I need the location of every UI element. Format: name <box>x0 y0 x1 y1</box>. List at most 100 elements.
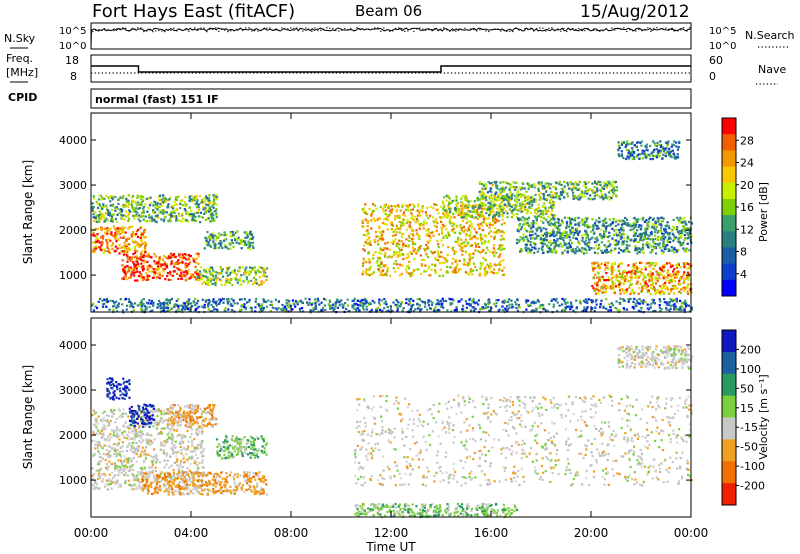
scatter-cell <box>591 218 594 221</box>
scatter-cell <box>249 306 252 309</box>
scatter-cell <box>321 309 324 312</box>
scatter-cell <box>417 203 420 206</box>
scatter-cell <box>610 277 614 280</box>
scatter-cell <box>584 190 587 193</box>
scatter-cell <box>623 237 626 240</box>
scatter-cell <box>552 202 555 206</box>
scatter-cell <box>244 271 248 274</box>
scatter-cell <box>512 305 515 309</box>
scatter-cell <box>626 247 629 250</box>
scatter-cell <box>229 271 232 274</box>
scatter-cell <box>215 279 218 282</box>
scatter-cell <box>532 241 535 244</box>
scatter-cell <box>572 197 575 200</box>
noise-search-point <box>590 30 592 32</box>
scatter-cell <box>542 227 545 230</box>
scatter-cell <box>365 234 368 237</box>
scatter-cell <box>580 250 583 253</box>
scatter-cell <box>144 203 147 206</box>
scatter-cell <box>224 283 227 286</box>
scatter-cell <box>572 182 575 186</box>
scatter-cell <box>141 233 144 236</box>
scatter-cell <box>170 307 173 310</box>
scatter-cell <box>208 268 211 271</box>
scatter-cell <box>184 209 187 212</box>
scatter-cell <box>100 228 103 232</box>
scatter-cell <box>500 201 503 204</box>
scatter-cell <box>463 241 466 244</box>
scatter-cell <box>172 207 175 210</box>
scatter-cell <box>454 231 457 234</box>
scatter-cell <box>351 299 354 303</box>
noise-search-point <box>575 28 577 30</box>
scatter-cell <box>363 259 366 262</box>
scatter-cell <box>153 260 156 263</box>
scatter-cell <box>197 208 201 211</box>
noise-search-point <box>620 28 622 31</box>
scatter-cell <box>156 206 159 209</box>
scatter-cell <box>186 265 189 268</box>
scatter-cell <box>559 232 562 235</box>
scatter-cell <box>105 212 108 215</box>
scatter-cell <box>583 247 586 250</box>
scatter-cell <box>135 230 139 233</box>
scatter-cell <box>134 263 137 266</box>
scatter-cell <box>254 270 257 273</box>
scatter-cell <box>526 209 529 212</box>
scatter-cell <box>566 181 569 184</box>
scatter-cell <box>529 251 532 254</box>
scatter-cell <box>187 299 190 302</box>
noise-search-point <box>218 30 220 32</box>
scatter-cell <box>621 226 624 229</box>
noise-search-point <box>527 28 529 31</box>
scatter-cell <box>139 245 142 248</box>
noise-search-point <box>551 27 553 29</box>
scatter-cell <box>481 221 484 224</box>
scatter-cell <box>658 274 661 277</box>
scatter-cell <box>115 206 119 209</box>
noise-search-point <box>563 27 565 30</box>
scatter-cell <box>668 147 671 150</box>
scatter-cell <box>186 213 190 216</box>
scatter-cell <box>210 245 213 248</box>
scatter-cell <box>488 221 491 224</box>
scatter-cell <box>411 229 414 232</box>
scatter-cell <box>196 273 199 276</box>
scatter-cell <box>617 265 620 268</box>
scatter-cell <box>617 223 620 226</box>
scatter-cell <box>207 199 210 202</box>
scatter-cell <box>569 239 572 242</box>
scatter-cell <box>301 301 304 304</box>
scatter-cell <box>640 238 643 241</box>
scatter-cell <box>107 196 110 199</box>
scatter-cell <box>192 214 195 217</box>
noise-search-point <box>227 31 229 33</box>
scatter-cell <box>667 237 670 240</box>
noise-search-point <box>191 28 193 31</box>
scatter-cell <box>687 275 690 278</box>
scatter-cell <box>410 217 413 220</box>
scatter-cell <box>146 210 149 213</box>
scatter-cell <box>224 244 227 247</box>
scatter-cell <box>447 231 450 234</box>
station-title: Fort Hays East (fitACF) <box>92 1 295 22</box>
scatter-cell <box>631 224 634 227</box>
noise-search-point <box>506 30 508 32</box>
scatter-cell <box>668 249 671 252</box>
scatter-cell <box>661 216 664 219</box>
scatter-cell <box>641 278 645 281</box>
scatter-cell <box>578 242 581 245</box>
scatter-cell <box>658 143 661 146</box>
scatter-cell <box>152 204 155 207</box>
scatter-cell <box>432 231 435 234</box>
noise-search-point <box>233 30 235 32</box>
scatter-cell <box>618 263 621 266</box>
scatter-cell <box>439 268 442 271</box>
scatter-cell <box>142 209 145 212</box>
scatter-cell <box>133 256 136 259</box>
scatter-cell <box>489 201 492 204</box>
scatter-cell <box>486 191 489 194</box>
scatter-cell <box>496 272 499 275</box>
scatter-cell <box>132 214 135 218</box>
scatter-cell <box>549 239 552 242</box>
